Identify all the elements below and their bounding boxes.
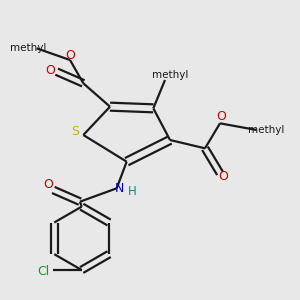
Text: N: N [115,182,124,195]
Text: methyl: methyl [248,125,285,135]
Text: O: O [45,64,55,76]
Text: methyl: methyl [10,43,46,53]
Text: Cl: Cl [37,265,50,278]
Text: O: O [218,170,228,183]
Text: S: S [71,125,79,138]
Text: O: O [65,49,75,62]
Text: O: O [44,178,53,190]
Text: H: H [128,185,137,198]
Text: methyl: methyl [152,70,188,80]
Text: O: O [217,110,226,122]
